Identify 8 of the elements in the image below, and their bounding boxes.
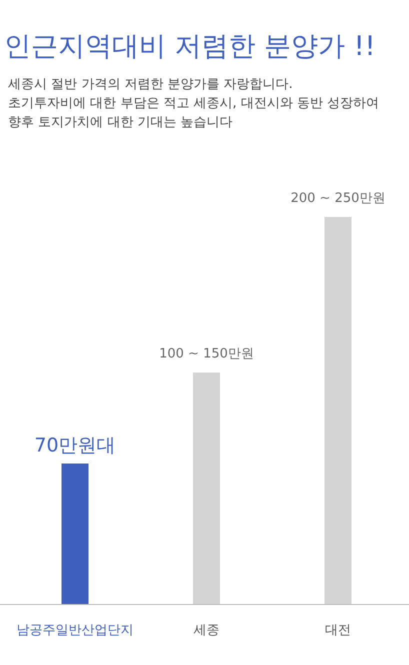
chart-subtitle: 세종시 절반 가격의 저렴한 분양가를 자랑합니다. 초기투자비에 대한 부담은 적고 세종시, 대전시와 동반 성장하여 향후 토지가치에 대한 기대는 높습니다 (8, 77, 380, 130)
x-tick-label: 세종 (194, 623, 220, 638)
annotation: 70만원대 (34, 434, 116, 457)
x-tick-label: 대전 (325, 623, 351, 638)
x-tick-label: 남공주일반산업단지 (16, 623, 134, 638)
chart-title: 인근지역대비 저렴한 분양가 !! (4, 31, 376, 62)
annotation: 100 ~ 150만원 (159, 346, 254, 362)
annotation: 200 ~ 250만원 (290, 191, 386, 206)
